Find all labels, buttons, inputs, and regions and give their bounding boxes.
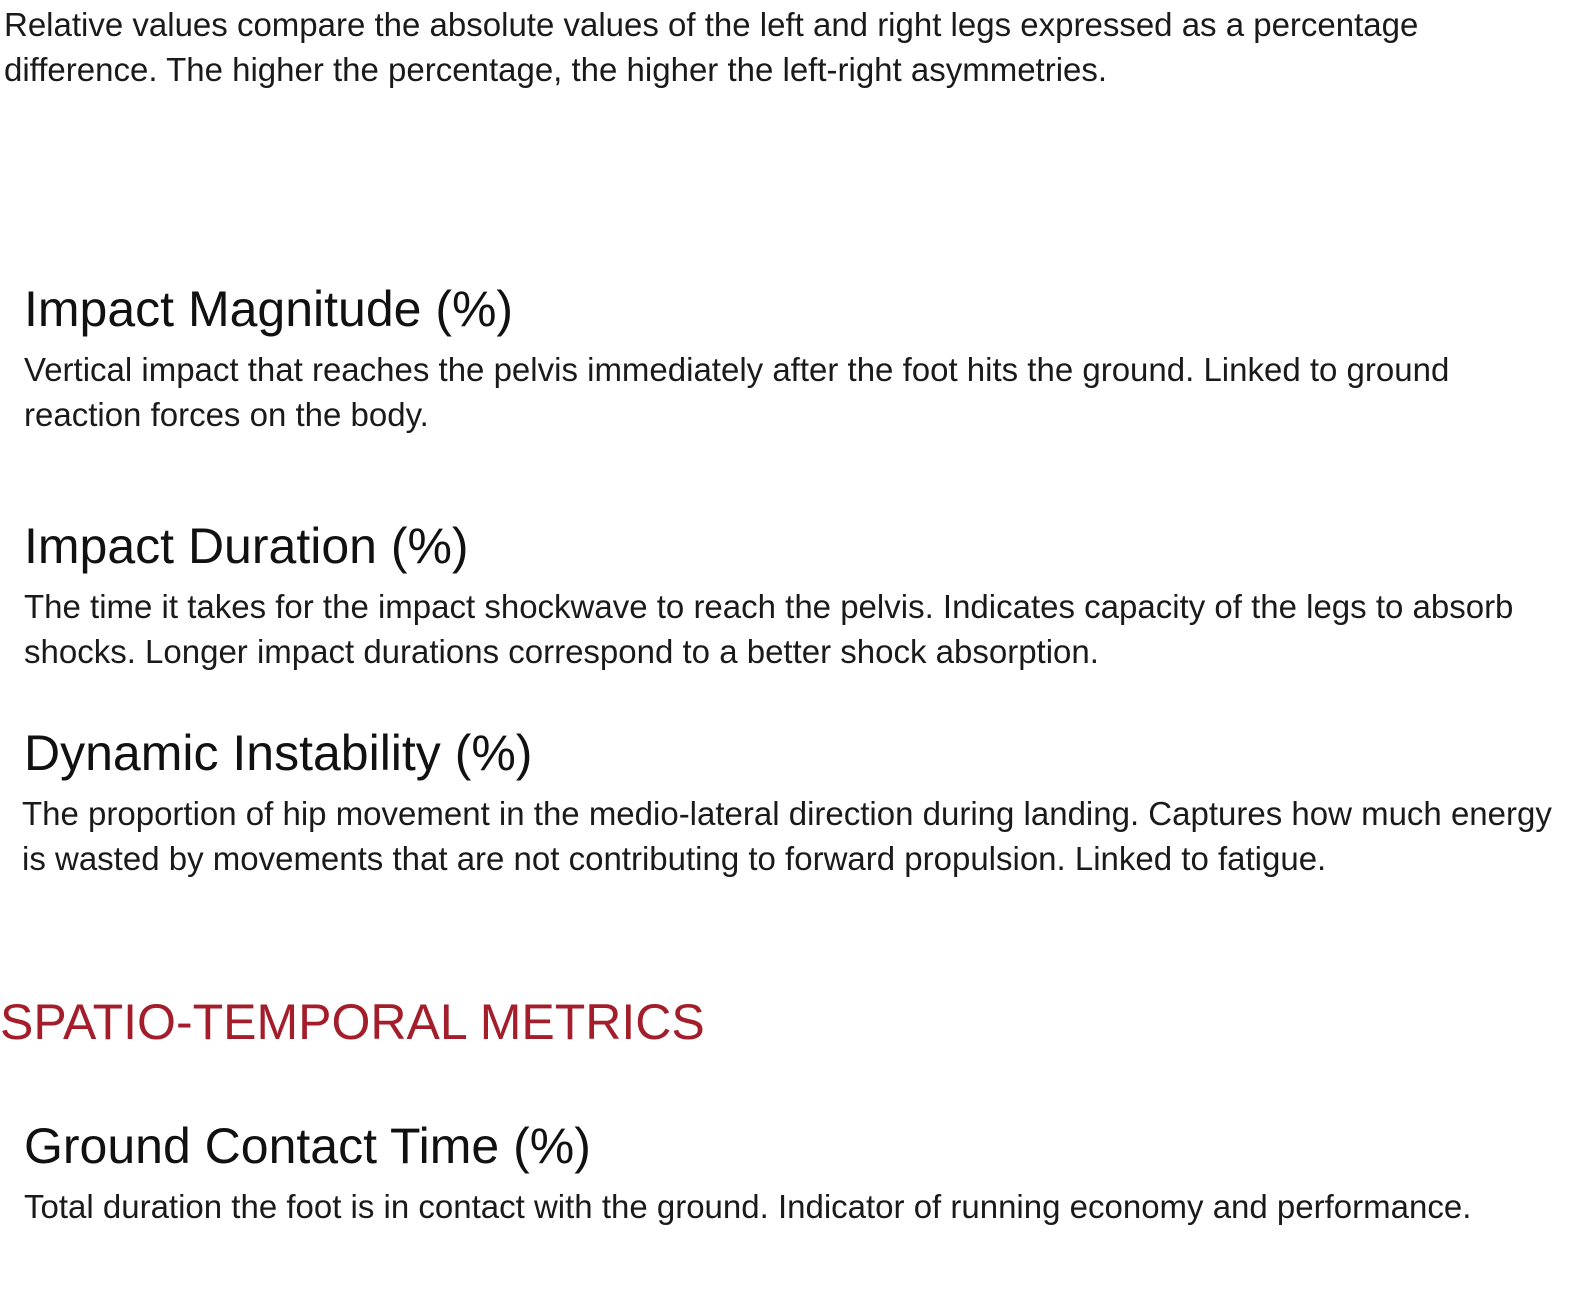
metric-description: Vertical impact that reaches the pelvis …: [24, 351, 1450, 433]
metric-description: The proportion of hip movement in the me…: [22, 795, 1552, 877]
metric-impact-duration: Impact Duration (%) The time it takes fo…: [24, 516, 1569, 674]
metric-title: Dynamic Instability (%): [24, 725, 533, 781]
section-title-spatio-temporal: SPATIO-TEMPORAL METRICS: [0, 994, 705, 1050]
metric-dynamic-instability: Dynamic Instability (%) The proportion o…: [22, 723, 1567, 881]
metric-description: The time it takes for the impact shockwa…: [24, 588, 1514, 670]
metric-title: Impact Duration (%): [24, 518, 469, 574]
metric-title: Impact Magnitude (%): [24, 281, 514, 337]
metric-impact-magnitude: Impact Magnitude (%) Vertical impact tha…: [24, 279, 1569, 437]
intro-paragraph: Relative values compare the absolute val…: [4, 6, 1419, 88]
metric-description: Total duration the foot is in contact wi…: [24, 1188, 1472, 1225]
metric-ground-contact-time: Ground Contact Time (%) Total duration t…: [24, 1116, 1569, 1229]
metric-title: Ground Contact Time (%): [24, 1118, 591, 1174]
